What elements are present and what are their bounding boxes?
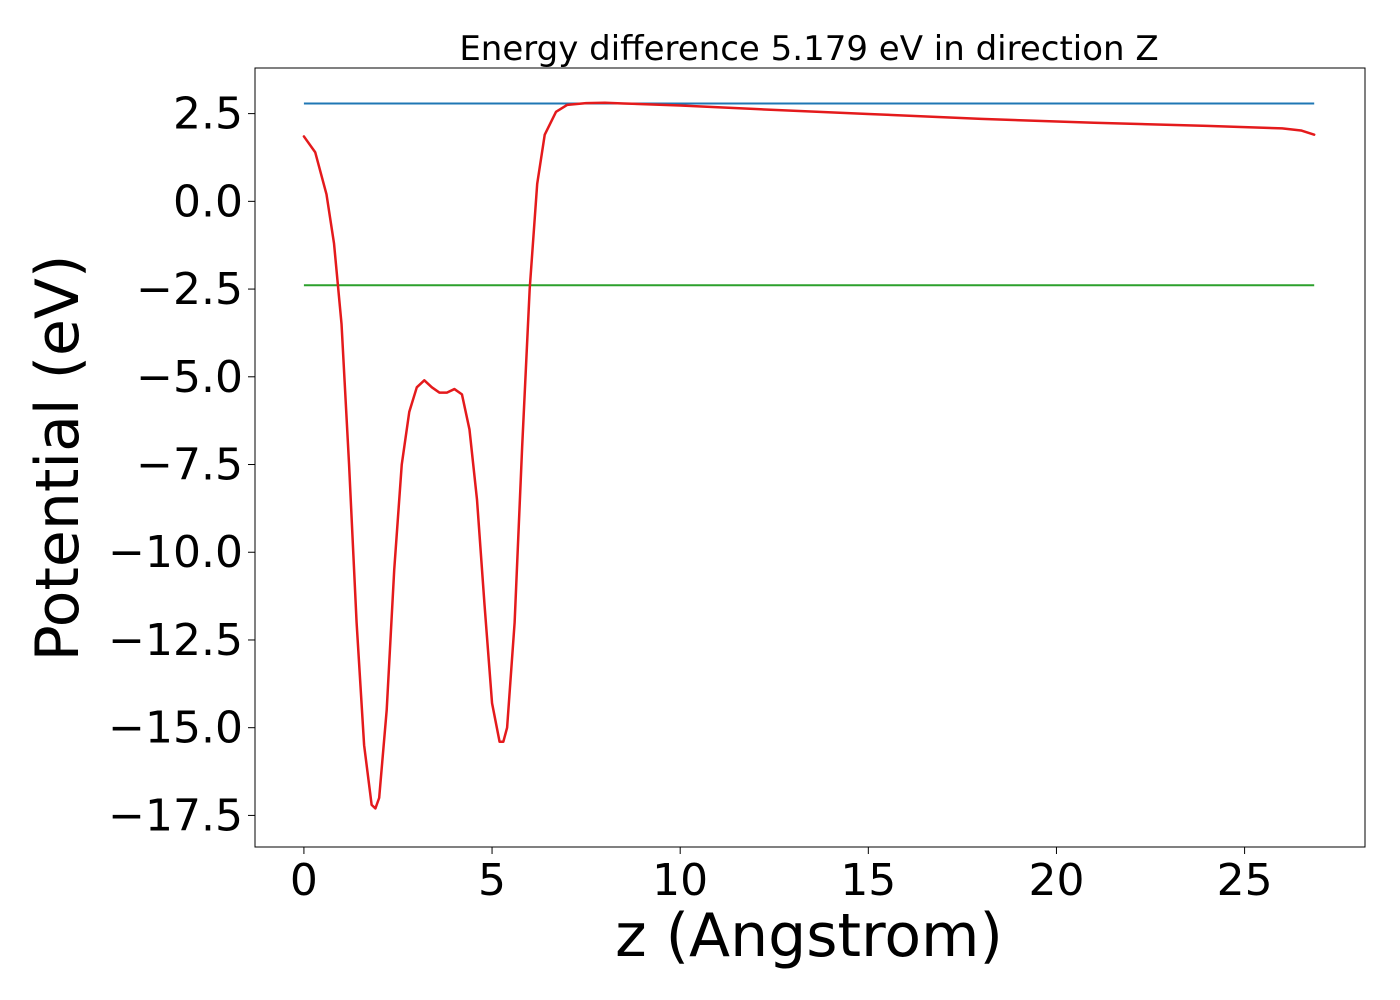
x-axis-ticks: 0 5 10 15 20 25: [290, 847, 1273, 906]
x-tick-label: 20: [1028, 855, 1084, 906]
y-tick-label: −15.0: [108, 703, 243, 754]
series-line-1: [302, 101, 1316, 810]
series-layer: [302, 101, 1316, 810]
y-tick-label: −12.5: [108, 615, 243, 666]
y-tick-label: 2.5: [173, 89, 243, 140]
x-tick-label: 0: [290, 855, 318, 906]
y-tick-label: −10.0: [108, 527, 243, 578]
x-tick-label: 25: [1217, 855, 1273, 906]
y-tick-label: −17.5: [108, 790, 243, 841]
x-axis-title: z (Angstrom): [615, 901, 1003, 971]
y-tick-label: 0.0: [173, 176, 243, 227]
chart-title: Energy difference 5.179 eV in direction …: [459, 29, 1158, 69]
plot-frame: [254, 67, 1366, 848]
y-tick-label: −7.5: [136, 440, 243, 491]
y-tick-label: −5.0: [136, 352, 243, 403]
x-tick-label: 5: [478, 855, 506, 906]
reference-lines: [303, 102, 1315, 287]
y-axis-ticks: 2.5 0.0 −2.5 −5.0 −7.5 −10.0 −12.5 −15.0 −17.5: [108, 89, 255, 841]
y-axis-title: Potential (eV): [23, 255, 93, 662]
x-tick-label: 15: [840, 855, 896, 906]
y-tick-label: −2.5: [136, 264, 243, 315]
x-tick-label: 10: [652, 855, 708, 906]
plot-area: [255, 68, 1365, 847]
